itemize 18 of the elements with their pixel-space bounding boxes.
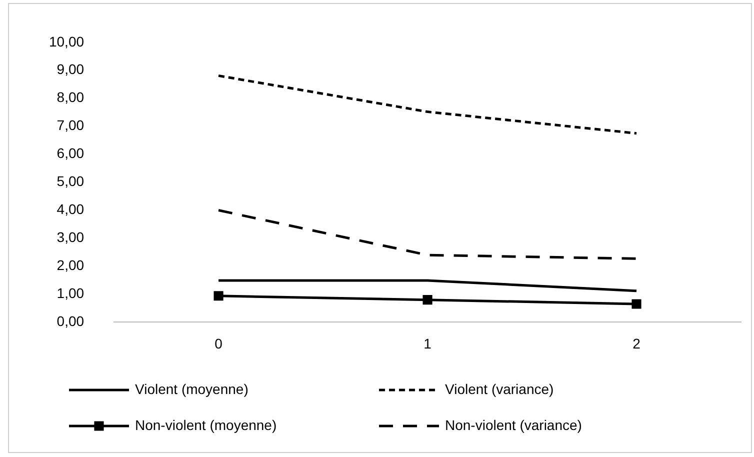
legend-label: Violent (variance) <box>445 380 554 397</box>
y-tick-label: 3,00 <box>56 229 84 246</box>
y-tick-label: 0,00 <box>56 313 84 330</box>
y-tick-label: 9,00 <box>56 61 84 78</box>
x-tick-label: 0 <box>214 335 223 352</box>
y-tick-label: 1,00 <box>56 285 84 302</box>
y-tick-label: 4,00 <box>56 201 84 218</box>
y-tick-label: 10,00 <box>48 33 84 50</box>
y-tick-label: 8,00 <box>56 89 84 106</box>
x-tick-label: 2 <box>632 335 641 352</box>
x-tick-label: 1 <box>424 335 432 352</box>
legend-label: Non-violent (variance) <box>445 416 582 433</box>
y-tick-label: 2,00 <box>56 257 84 274</box>
legend-label: Violent (moyenne) <box>135 380 248 397</box>
y-tick-label: 5,00 <box>56 173 84 190</box>
y-tick-label: 6,00 <box>56 145 84 162</box>
legend-label: Non-violent (moyenne) <box>135 416 277 433</box>
y-tick-label: 7,00 <box>56 117 84 134</box>
